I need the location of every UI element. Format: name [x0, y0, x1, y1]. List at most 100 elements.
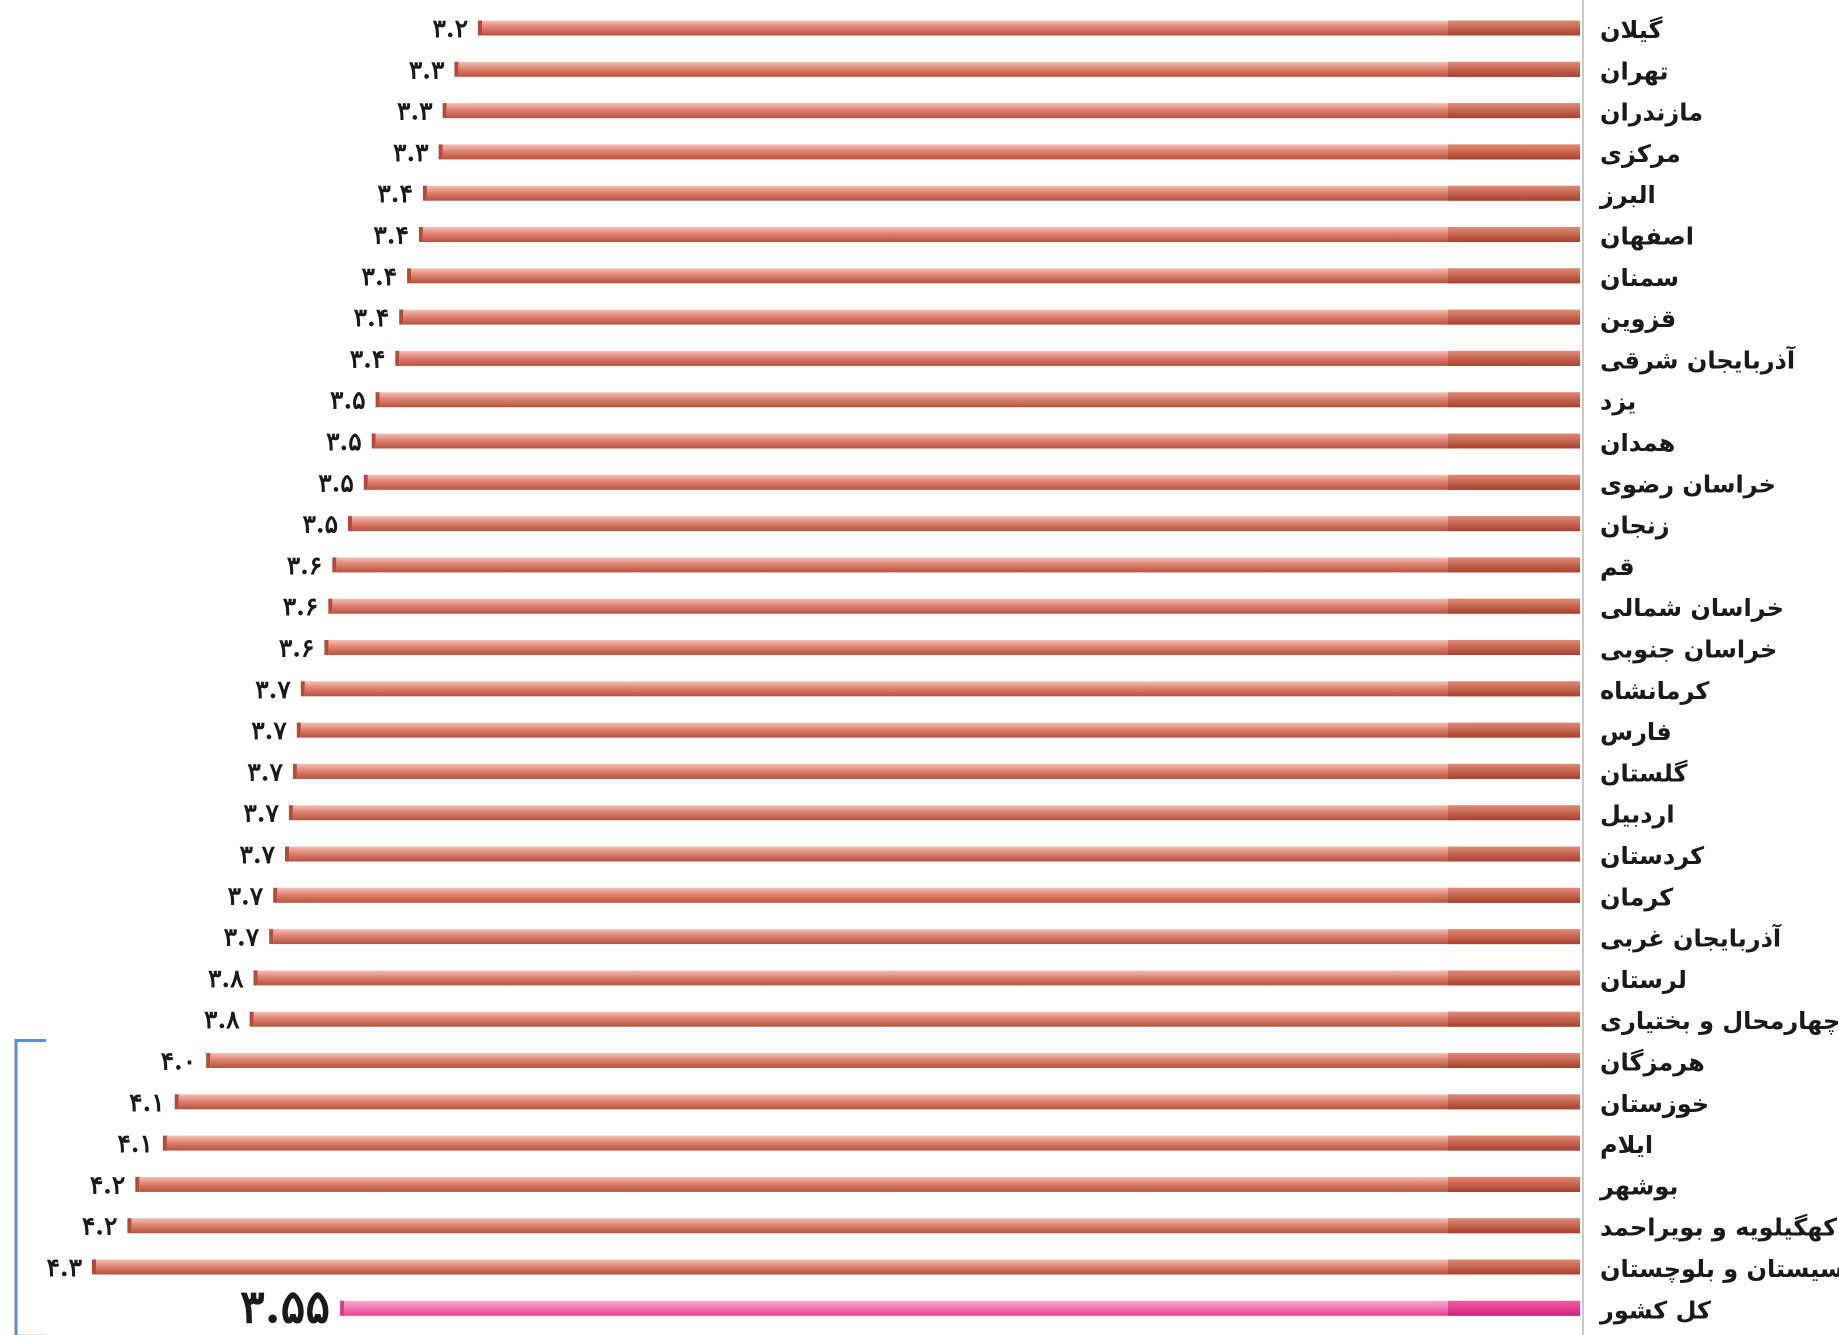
bar-cap-3 [438, 144, 443, 160]
bar-end-11 [1448, 474, 1580, 490]
category-label-14: خراسان شمالی [1600, 594, 1784, 622]
bar-end-15 [1448, 640, 1580, 655]
bar-end-3 [1448, 144, 1580, 160]
category-label-11: خراسان رضوی [1600, 470, 1776, 498]
bar-cap-15 [324, 640, 329, 655]
category-labels-layer: گیلان تهران مازندران مرکزی البرز اصفهان سمنان ق… [1599, 16, 1839, 1324]
bar-end-13 [1448, 557, 1580, 573]
bar-end-7 [1448, 309, 1580, 325]
category-label-8: آذربایجان شرقی [1600, 345, 1796, 374]
bar-8 [399, 350, 1580, 366]
category-label-1: تهران [1600, 57, 1669, 85]
category-label-23: لرستان [1600, 966, 1687, 994]
value-label-22: ۳.۷ [224, 923, 260, 952]
category-label-12: زنجان [1600, 512, 1670, 540]
bar-cap-26 [174, 1094, 179, 1110]
bar-end-0 [1448, 20, 1580, 36]
bar-cap-21 [273, 887, 278, 903]
category-label-19: اردبیل [1600, 801, 1675, 829]
category-label-30: سیستان و بلوچستان [1600, 1255, 1839, 1283]
category-label-17: فارس [1600, 718, 1672, 746]
bar-7 [403, 309, 1581, 325]
bar-end-16 [1448, 681, 1580, 697]
bar-15 [328, 640, 1580, 655]
bar-29 [131, 1218, 1580, 1234]
bar-cap-4 [422, 185, 427, 201]
category-label-15: خراسان جنوبی [1600, 636, 1777, 664]
bar-end-1 [1448, 61, 1580, 77]
bar-end-23 [1448, 970, 1580, 986]
bar-end-30 [1448, 1259, 1580, 1275]
bar-cap-7 [399, 309, 404, 325]
category-label-0: گیلان [1600, 16, 1663, 44]
bar-6 [411, 268, 1581, 284]
value-label-4: ۳.۴ [377, 179, 413, 208]
value-label-13: ۳.۶ [287, 551, 323, 580]
category-label-10: همدان [1600, 429, 1675, 457]
value-label-30: ۴.۳ [46, 1253, 82, 1282]
value-label-17: ۳.۷ [251, 716, 287, 745]
bracket [14, 1039, 46, 1335]
bar-2 [446, 103, 1581, 119]
category-label-13: قم [1600, 553, 1635, 581]
bar-end-20 [1448, 846, 1580, 862]
bar-cap-13 [332, 557, 337, 573]
category-label-26: خوزستان [1600, 1090, 1709, 1118]
bar-cap-5 [418, 227, 423, 242]
value-label-21: ۳.۷ [228, 881, 264, 910]
bar-end-26 [1448, 1094, 1580, 1110]
value-label-9: ۳.۵ [330, 386, 366, 415]
value-label-28: ۴.۲ [90, 1170, 126, 1199]
bar-cap-18 [292, 763, 297, 779]
bar-cap-6 [407, 268, 412, 284]
bar-end-8 [1448, 350, 1580, 366]
value-label-20: ۳.۷ [239, 840, 275, 869]
bar-cap-17 [296, 722, 301, 738]
value-label-18: ۳.۷ [247, 757, 283, 786]
bar-17 [300, 722, 1580, 738]
bar-22 [273, 929, 1581, 945]
bar-10 [375, 433, 1581, 449]
value-label-2: ۳.۳ [397, 97, 433, 126]
value-labels-layer: ۳.۲ ۳.۳ ۳.۳ ۳.۳ ۳.۴ ۳.۴ ۳.۴ ۳.۴ ۳.۴ ۳.۵ ۳.۵ ۳.۵ ۳.۵ ۳… [46, 14, 468, 1333]
bar-end-5 [1448, 227, 1580, 242]
bar-27 [166, 1135, 1580, 1151]
bar-end-21 [1448, 887, 1580, 903]
bar-31 [344, 1300, 1581, 1316]
bracket-layer [14, 1039, 46, 1335]
bar-cap-8 [395, 350, 400, 366]
value-label-31: ۳.۵۵ [240, 1279, 330, 1333]
bar-cap-14 [328, 598, 333, 614]
bar-cap-20 [285, 846, 289, 862]
bar-cap-28 [135, 1176, 140, 1192]
bar-18 [296, 763, 1580, 779]
bars-layer [92, 0, 1584, 1335]
category-label-7: قزوین [1600, 305, 1676, 333]
value-label-29: ۴.۲ [82, 1212, 118, 1241]
bar-cap-16 [300, 681, 305, 697]
bar-end-31 [1448, 1300, 1580, 1316]
category-label-27: ایلام [1600, 1131, 1653, 1159]
value-label-5: ۳.۴ [373, 221, 409, 250]
bar-cap-11 [363, 474, 368, 490]
bar-end-28 [1448, 1176, 1580, 1192]
bar-cap-27 [162, 1135, 167, 1151]
value-label-6: ۳.۴ [362, 262, 398, 291]
category-label-2: مازندران [1600, 99, 1703, 127]
category-label-31: کل کشور [1599, 1296, 1711, 1324]
bar-cap-2 [442, 103, 447, 119]
value-label-8: ۳.۴ [350, 344, 386, 373]
bar-16 [304, 681, 1580, 697]
bar-cap-9 [375, 392, 380, 408]
value-label-3: ۳.۳ [393, 138, 429, 167]
bar-cap-24 [249, 1011, 254, 1027]
bar-1 [458, 61, 1580, 77]
bar-end-14 [1448, 598, 1580, 614]
value-label-11: ۳.۵ [318, 468, 354, 497]
bar-21 [277, 887, 1581, 903]
bar-cap-30 [92, 1259, 96, 1275]
bar-end-24 [1448, 1011, 1580, 1027]
bar-cap-10 [371, 433, 376, 449]
bar-0 [482, 20, 1580, 36]
